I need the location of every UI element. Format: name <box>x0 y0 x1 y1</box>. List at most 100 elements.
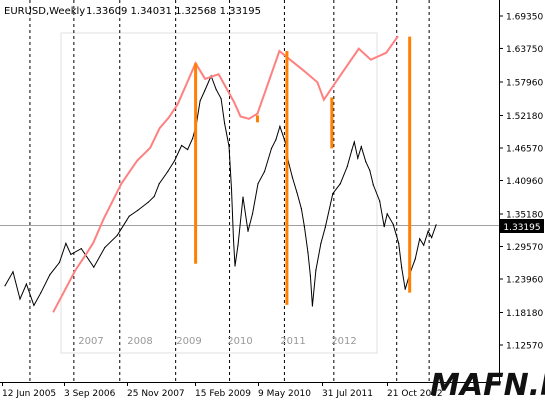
price-point <box>49 274 51 276</box>
time-tick-label: 25 Nov 2007 <box>127 389 185 399</box>
year-label: 2012 <box>331 336 356 347</box>
price-point <box>270 147 273 149</box>
price-point <box>427 230 429 232</box>
plot-area <box>0 0 499 382</box>
price-point <box>128 215 130 217</box>
price-point <box>137 209 139 211</box>
price-point <box>33 304 35 307</box>
year-label: 2011 <box>280 336 305 347</box>
drop-bars <box>194 36 412 305</box>
price-point <box>232 239 235 241</box>
price-point <box>383 226 385 228</box>
peak-point <box>357 47 360 50</box>
price-axis-ticks: 1.69350 1.63750 1.57960 1.52180 1.46570 1.409… <box>499 13 543 352</box>
price-point <box>199 100 201 102</box>
price-point <box>158 183 160 185</box>
price-tick-label: 1.52180 <box>506 112 543 122</box>
price-point <box>234 265 236 267</box>
peak-point <box>278 50 281 52</box>
peak-point <box>316 81 319 84</box>
price-point <box>242 196 244 198</box>
price-point <box>339 183 341 185</box>
year-label: 2010 <box>227 336 252 347</box>
peak-point <box>52 310 55 313</box>
price-point <box>19 298 21 300</box>
price-tick-label: 1.46570 <box>506 144 543 154</box>
time-tick-label: 3 Sep 2006 <box>64 389 116 399</box>
price-point <box>307 251 309 253</box>
price-point <box>346 165 348 167</box>
price-tick-label: 1.23960 <box>506 276 543 286</box>
price-point <box>65 242 67 245</box>
peak-point <box>204 78 206 80</box>
peak-line-series <box>52 35 399 313</box>
price-point <box>296 191 298 194</box>
ohlc-values: 1.33609 1.34031 1.32568 1.33195 <box>86 6 261 17</box>
current-price-label: 1.33195 <box>503 223 540 233</box>
price-tick-label: 1.69350 <box>506 13 543 23</box>
price-point <box>116 234 118 236</box>
price-point <box>147 201 149 203</box>
price-point <box>167 170 169 173</box>
price-point <box>247 230 249 232</box>
price-point <box>357 157 359 159</box>
price-point <box>372 184 374 186</box>
watermark-logo: MAFN.RU <box>430 368 545 403</box>
price-point <box>215 88 217 90</box>
price-point <box>404 288 406 290</box>
year-label: 2008 <box>127 336 152 347</box>
price-point <box>40 292 42 294</box>
price-point <box>257 183 259 185</box>
price-point <box>379 200 381 202</box>
price-point <box>203 90 206 92</box>
price-point <box>174 159 176 162</box>
peak-point <box>217 73 220 76</box>
price-point <box>12 271 14 273</box>
chart-title: EURUSD,Weekly <box>4 6 85 17</box>
price-line <box>4 74 437 307</box>
price-point <box>230 188 233 190</box>
price-point <box>291 176 294 178</box>
price-point <box>309 275 311 277</box>
price-point <box>386 213 388 215</box>
price-point <box>401 267 403 269</box>
current-price-box <box>500 219 544 233</box>
price-point <box>324 226 326 228</box>
price-point <box>431 237 433 239</box>
price-point <box>311 305 313 307</box>
peak-point <box>396 35 399 38</box>
price-point <box>223 122 226 125</box>
price-tick-label: 1.35180 <box>506 210 543 220</box>
price-point <box>351 149 353 151</box>
peak-point <box>248 118 250 120</box>
price-point <box>279 125 281 127</box>
price-point <box>414 258 416 260</box>
price-point <box>80 248 82 250</box>
price-point <box>360 146 362 148</box>
peak-point <box>84 255 86 257</box>
price-point <box>70 253 72 256</box>
price-point <box>275 139 277 141</box>
price-point <box>251 213 254 215</box>
peak-point <box>369 58 372 61</box>
price-point <box>392 223 394 225</box>
price-point <box>419 238 421 240</box>
price-point <box>332 192 334 195</box>
price-point <box>237 244 239 246</box>
time-tick-label: 9 May 2010 <box>258 389 311 399</box>
price-point <box>104 246 106 249</box>
price-point <box>353 141 355 143</box>
price-tick-label: 1.12570 <box>506 342 543 352</box>
time-tick-label: 15 Feb 2009 <box>195 389 251 399</box>
price-point <box>4 285 6 287</box>
peak-point <box>239 115 242 118</box>
peak-point <box>323 98 325 101</box>
price-point <box>423 244 425 246</box>
time-tick-label: 21 Oct 2012 <box>387 389 443 399</box>
peak-point <box>176 103 179 106</box>
vertical-dashed-grid <box>29 0 430 382</box>
peak-point <box>167 116 170 119</box>
price-point <box>153 195 155 198</box>
price-point <box>315 269 317 271</box>
price-tick-label: 1.40960 <box>506 177 543 187</box>
